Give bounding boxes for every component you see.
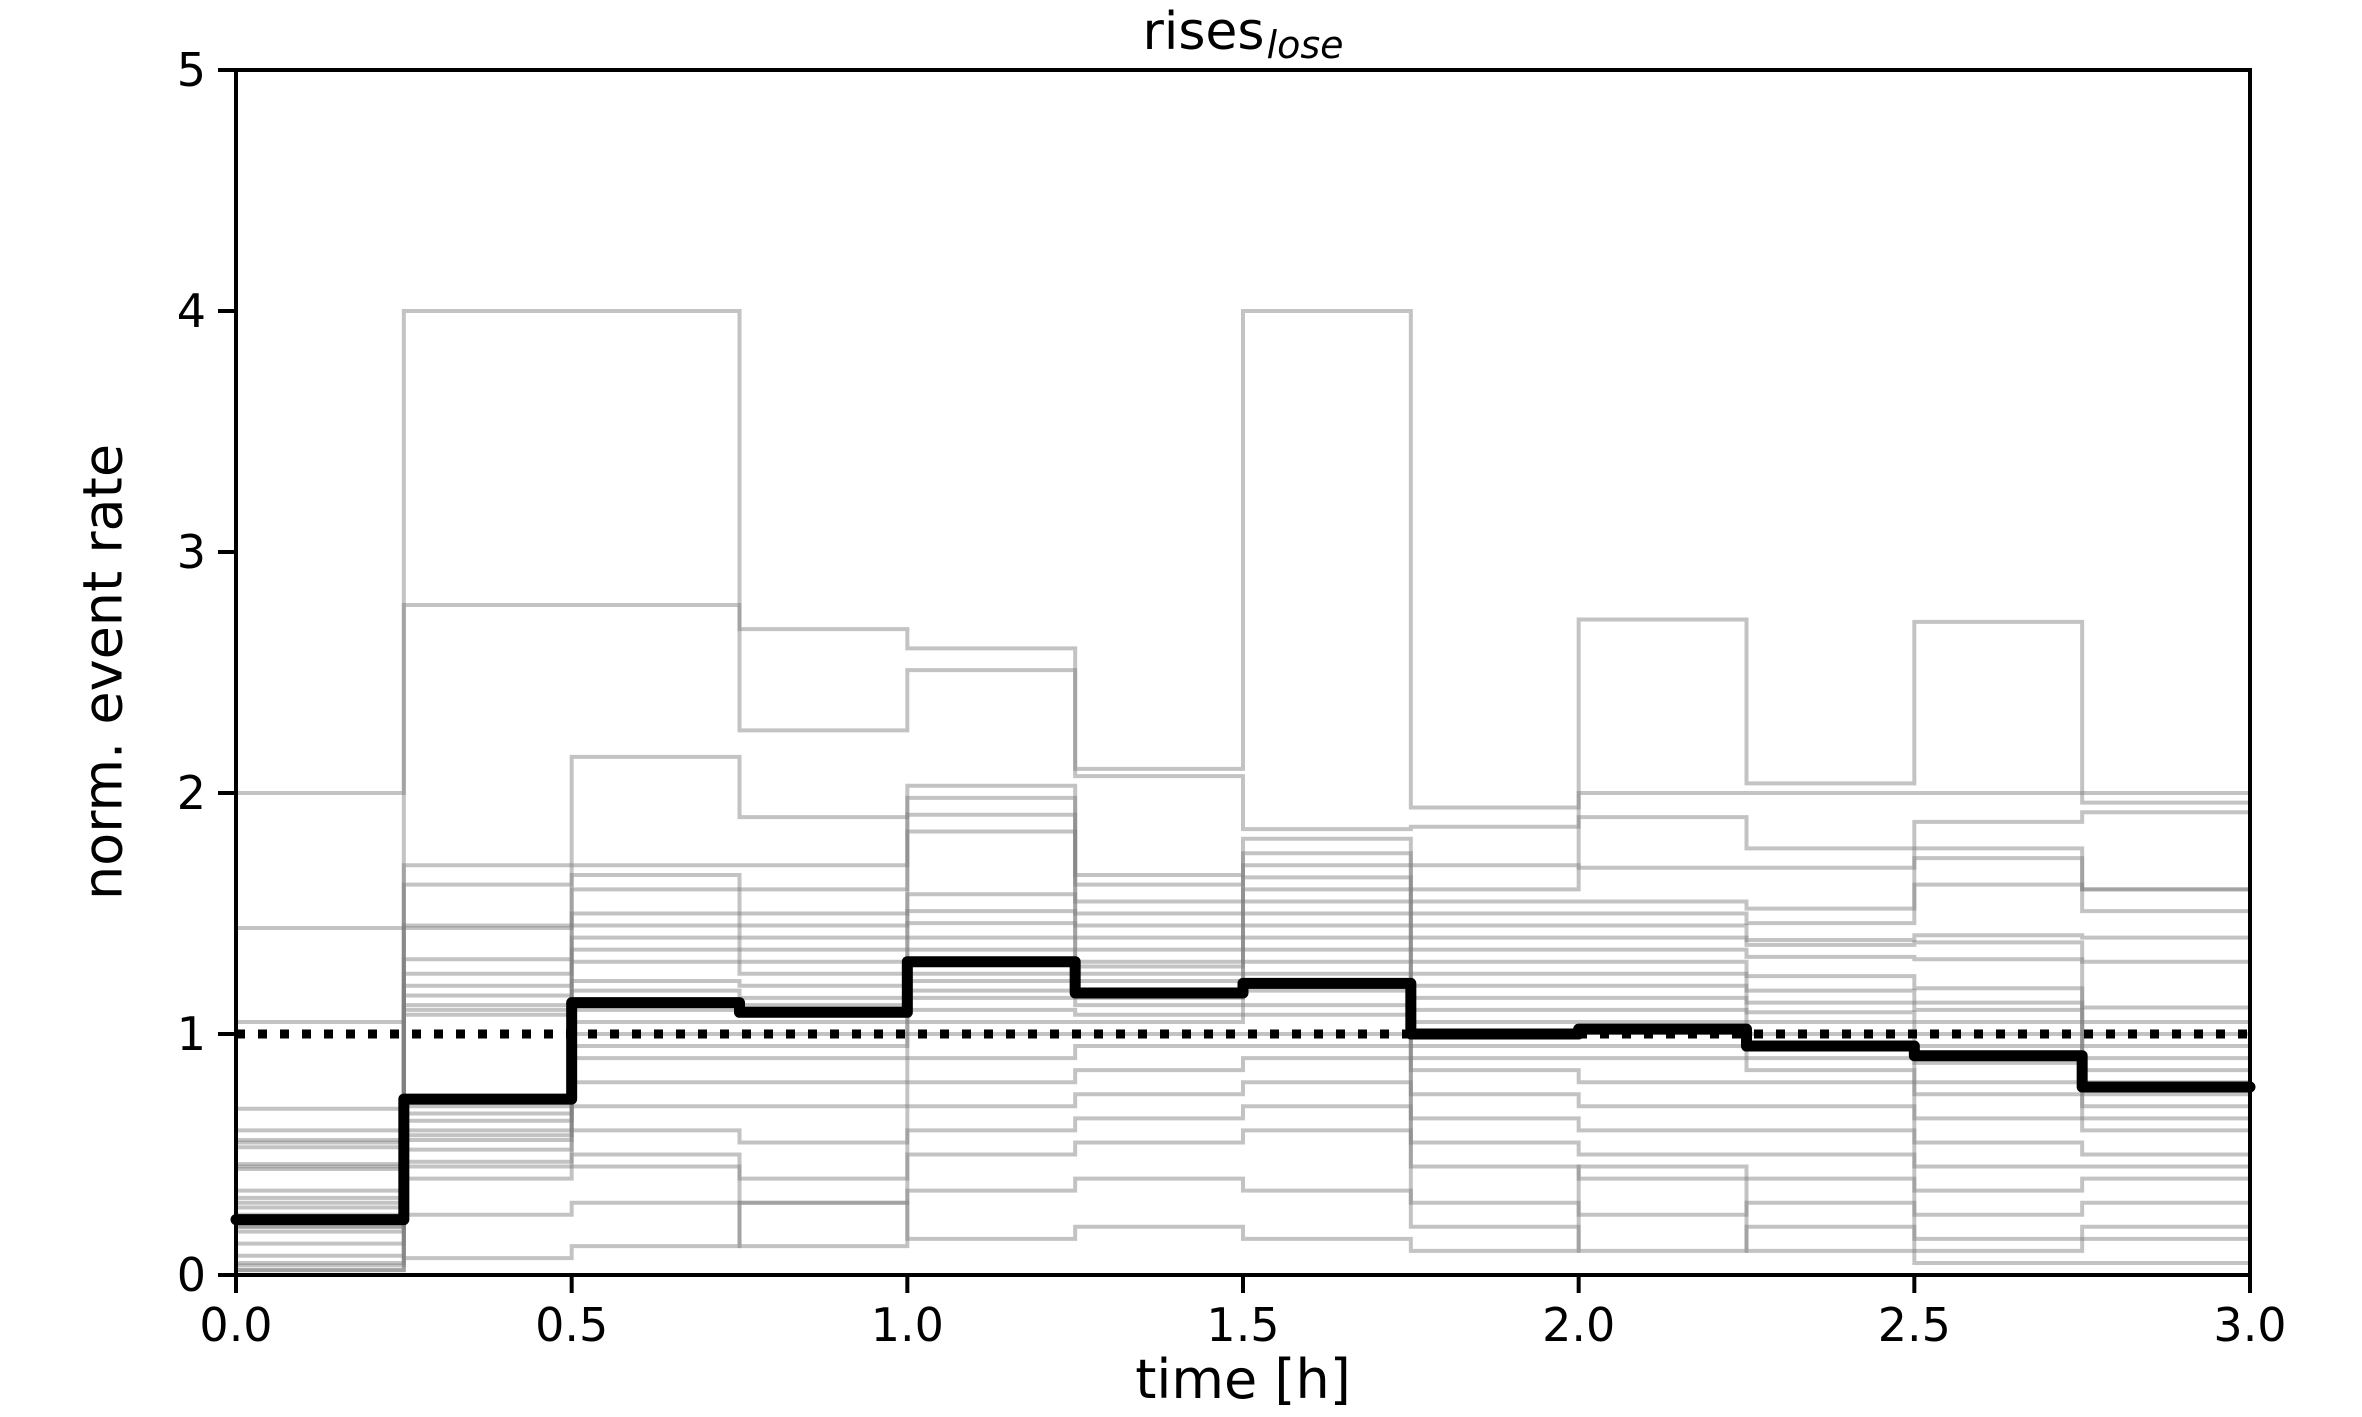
x-axis-label: time [h] (1135, 1348, 1351, 1411)
mean-line-group (230, 956, 2256, 1226)
individual-traces-group (236, 309, 2250, 1273)
individual-trace-line (236, 1128, 2250, 1273)
axes-group (218, 68, 2252, 1293)
x-tick-label: 3.0 (2213, 1298, 2287, 1352)
individual-trace-line (236, 1056, 2250, 1246)
y-tick-label: 5 (176, 43, 206, 97)
x-tick-label: 1.5 (1206, 1298, 1280, 1352)
individual-trace-line (236, 309, 2250, 810)
individual-trace-line (236, 603, 2250, 930)
individual-trace-line (236, 899, 2250, 1167)
x-tick-label: 1.0 (870, 1298, 944, 1352)
x-tick-label: 2.0 (1542, 1298, 1616, 1352)
x-tick-label: 0.5 (535, 1298, 609, 1352)
individual-trace-line (236, 1044, 2250, 1234)
y-tick-label: 1 (176, 1007, 206, 1061)
individual-trace-line (236, 911, 2250, 1169)
individual-trace-line (236, 923, 2250, 1171)
mean-line (230, 956, 2256, 1226)
individual-trace-line (236, 812, 2250, 1143)
chart-title-subscript: lose (1266, 23, 1344, 67)
individual-trace-line (236, 795, 2250, 1133)
x-tick-label: 0.0 (199, 1298, 273, 1352)
y-axis-label: norm. event rate (71, 443, 135, 901)
individual-trace-line (236, 935, 2250, 1036)
individual-trace-line (236, 829, 2250, 1145)
y-tick-label: 4 (176, 284, 206, 338)
individual-trace-line (236, 1104, 2250, 1268)
chart-title: riseslose (1142, 2, 1344, 67)
individual-trace-line (236, 1176, 2250, 1273)
individual-trace-line (236, 1080, 2250, 1258)
individual-trace-line (236, 1164, 2250, 1265)
individual-trace-line (236, 947, 2250, 1193)
y-tick-label: 3 (176, 525, 206, 579)
y-tick-label: 0 (176, 1248, 206, 1302)
individual-trace-line (236, 1032, 2250, 1229)
individual-trace-line (236, 754, 2250, 1111)
x-tick-label: 2.5 (1877, 1298, 1951, 1352)
y-tick-label: 2 (176, 766, 206, 820)
chart-title-main: rises (1142, 2, 1265, 62)
individual-trace-line (236, 887, 2250, 1150)
